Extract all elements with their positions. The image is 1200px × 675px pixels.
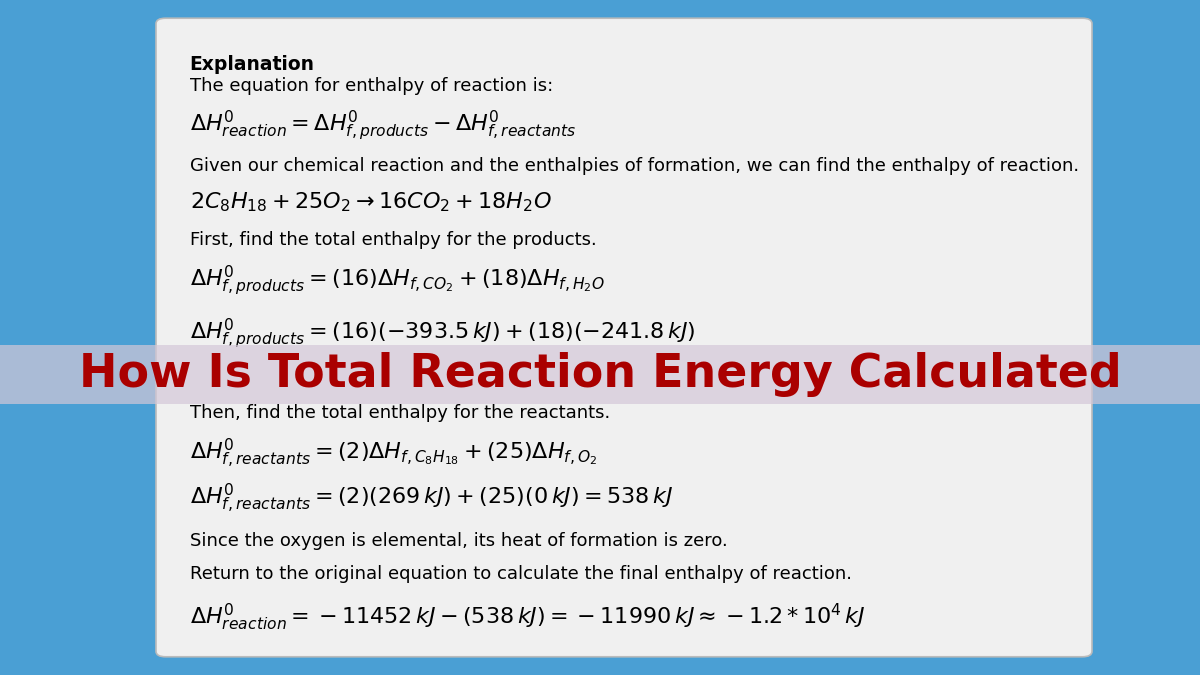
Text: $\Delta H^{0}_{f,products} = (16)(-393.5\,kJ) + (18)(-241.8\,kJ)$: $\Delta H^{0}_{f,products} = (16)(-393.5… [190, 317, 695, 350]
Text: Return to the original equation to calculate the final enthalpy of reaction.: Return to the original equation to calcu… [190, 565, 852, 583]
Text: First, find the total enthalpy for the products.: First, find the total enthalpy for the p… [190, 232, 596, 249]
Bar [0, 345, 1200, 404]
Text: How Is Total Reaction Energy Calculated: How Is Total Reaction Energy Calculated [79, 352, 1121, 397]
Text: $\Delta H^{0}_{f,reactants} = (2)\Delta H_{f,C_8H_{18}} + (25)\Delta H_{f,O_2}$: $\Delta H^{0}_{f,reactants} = (2)\Delta … [190, 437, 598, 470]
Text: $2C_8H_{18} + 25O_2 \rightarrow 16CO_2 + 18H_2O$: $2C_8H_{18} + 25O_2 \rightarrow 16CO_2 +… [190, 191, 551, 214]
Text: $\Delta H^{0}_{f,products} = (16)\Delta H_{f,CO_2} + (18)\Delta H_{f,H_2O}$: $\Delta H^{0}_{f,products} = (16)\Delta … [190, 264, 605, 298]
Text: Given our chemical reaction and the enthalpies of formation, we can find the ent: Given our chemical reaction and the enth… [190, 157, 1079, 175]
Text: $\Delta H^{0}_{f,reactants} = (2)(269\,kJ) + (25)(0\,kJ) = 538\,kJ$: $\Delta H^{0}_{f,reactants} = (2)(269\,k… [190, 481, 673, 515]
Text: Since the oxygen is elemental, its heat of formation is zero.: Since the oxygen is elemental, its heat … [190, 533, 727, 550]
Text: The equation for enthalpy of reaction is:: The equation for enthalpy of reaction is… [190, 78, 553, 95]
Text: Explanation: Explanation [190, 55, 314, 74]
Text: Then, find the total enthalpy for the reactants.: Then, find the total enthalpy for the re… [190, 404, 610, 422]
Text: $\Delta H^{0}_{reaction} = \Delta H^{0}_{f,products} - \Delta H^{0}_{f,reactants: $\Delta H^{0}_{reaction} = \Delta H^{0}_… [190, 109, 576, 142]
FancyBboxPatch shape [156, 18, 1092, 657]
Text: :: : [277, 55, 283, 74]
Text: $\Delta H^{0}_{reaction} = -11452\,kJ - (538\,kJ) = -11990\,kJ \approx -1.2 * 10: $\Delta H^{0}_{reaction} = -11452\,kJ - … [190, 601, 865, 632]
